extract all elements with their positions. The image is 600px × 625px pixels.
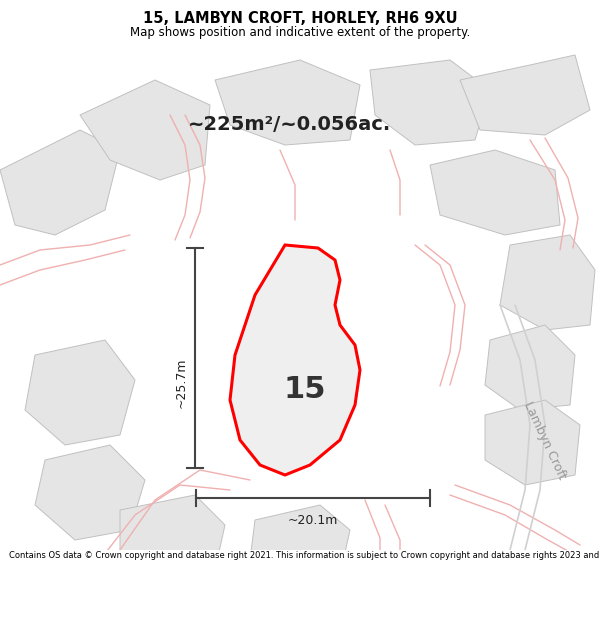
- Polygon shape: [250, 505, 350, 585]
- Polygon shape: [215, 60, 360, 145]
- Polygon shape: [230, 245, 360, 475]
- Polygon shape: [485, 325, 575, 410]
- Polygon shape: [430, 150, 560, 235]
- Polygon shape: [485, 400, 580, 485]
- Text: ~20.1m: ~20.1m: [288, 514, 338, 527]
- Polygon shape: [460, 55, 590, 135]
- Polygon shape: [0, 130, 120, 235]
- Polygon shape: [500, 235, 595, 330]
- Text: Lambyn Croft: Lambyn Croft: [521, 399, 569, 481]
- Text: 15: 15: [284, 376, 326, 404]
- Polygon shape: [370, 60, 490, 145]
- Polygon shape: [35, 445, 145, 540]
- Text: ~25.7m: ~25.7m: [175, 358, 187, 409]
- Text: 15, LAMBYN CROFT, HORLEY, RH6 9XU: 15, LAMBYN CROFT, HORLEY, RH6 9XU: [143, 11, 457, 26]
- Polygon shape: [80, 80, 210, 180]
- Polygon shape: [120, 495, 225, 580]
- Polygon shape: [25, 340, 135, 445]
- Text: Map shows position and indicative extent of the property.: Map shows position and indicative extent…: [130, 26, 470, 39]
- Text: ~225m²/~0.056ac.: ~225m²/~0.056ac.: [188, 116, 392, 134]
- Text: Contains OS data © Crown copyright and database right 2021. This information is : Contains OS data © Crown copyright and d…: [9, 551, 600, 561]
